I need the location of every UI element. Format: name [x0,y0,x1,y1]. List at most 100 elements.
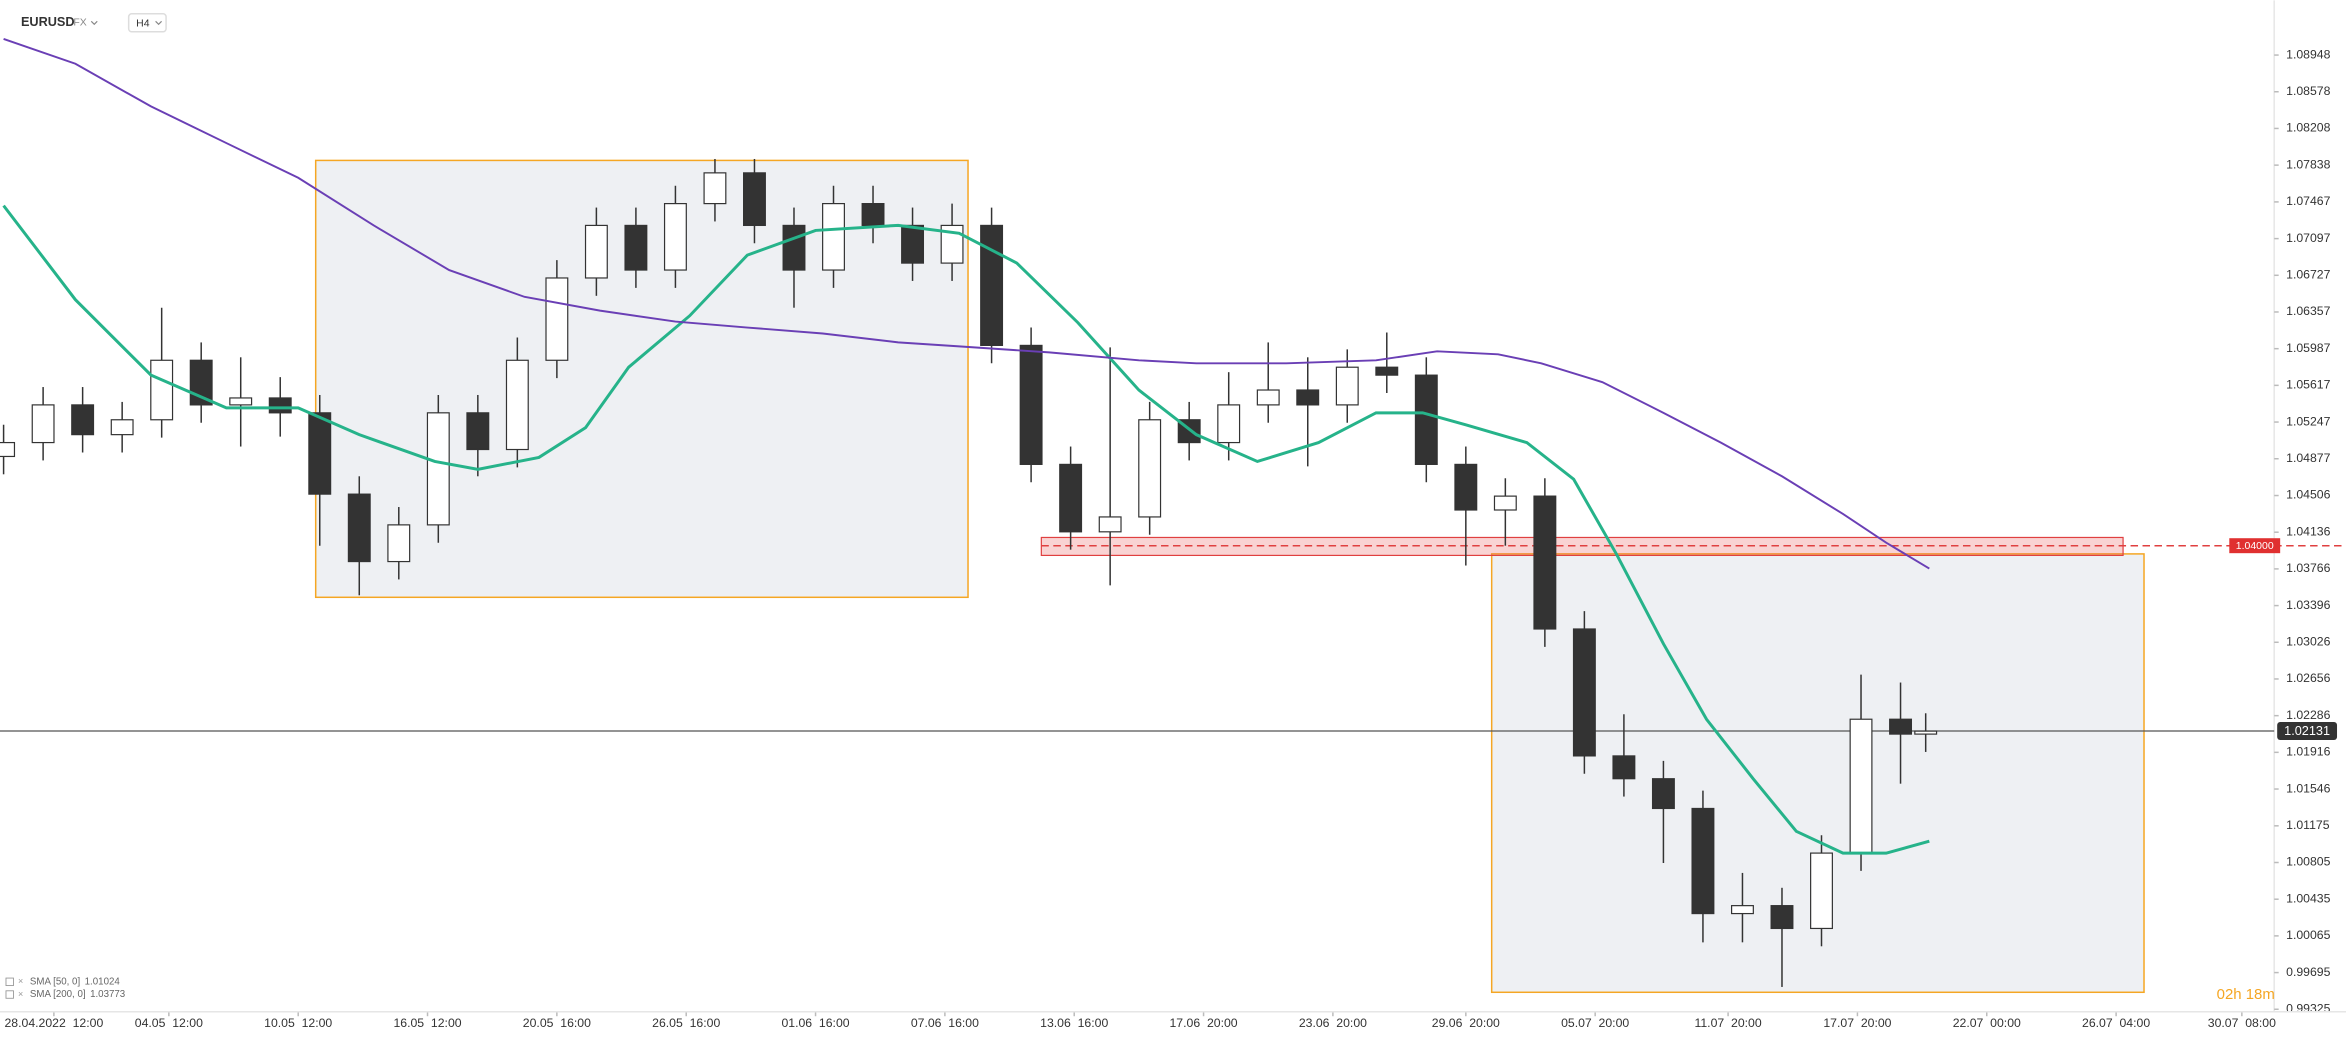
candle-body [1651,778,1675,810]
candle-body [466,412,490,451]
candle-body [110,419,134,436]
x-tick-label: 23.06 20:00 [1299,1016,1367,1030]
candle-body [663,203,687,271]
candle-body [1217,404,1241,444]
candle-body [1375,366,1399,376]
x-tick-label: 29.06 20:00 [1432,1016,1500,1030]
x-tick-label: 26.07 04:00 [2082,1016,2150,1030]
candle-body [1810,852,1833,930]
y-tick-label: 1.07097 [2286,231,2330,245]
candle-body [1296,389,1320,406]
candle-body [545,277,569,361]
y-tick-label: 1.04877 [2286,451,2330,465]
y-tick-label: 1.05617 [2286,378,2330,392]
drawings [314,159,2145,994]
y-tick-label: 1.01546 [2286,781,2330,795]
interval-box[interactable] [127,13,167,33]
y-tick-label: 1.04506 [2286,488,2330,502]
candle-body [1098,516,1122,533]
x-tick-label: 01.06 16:00 [781,1016,849,1030]
x-tick-label: 17.06 20:00 [1169,1016,1237,1030]
candle-body [1691,807,1715,915]
candle-body [584,224,608,279]
dropdown-icon[interactable] [90,20,98,26]
candle-body [703,172,727,205]
x-tick-label: 22.07 00:00 [1953,1016,2021,1030]
candle-body [426,412,450,526]
y-tick-label: 1.08948 [2286,47,2330,61]
candle-body [822,203,845,271]
candle-body [229,397,253,406]
y-tick-label: 1.00065 [2286,928,2330,942]
candle-body [71,404,95,436]
candle-body [268,397,292,414]
candle-body [387,524,411,563]
candle-body [1849,718,1873,854]
candle-body [1454,463,1478,511]
x-tick-label: 16.05 12:00 [393,1016,461,1030]
price-label: 1.02131 [2284,723,2330,738]
candle-body [0,441,16,458]
symbol[interactable]: EURUSD [21,14,75,29]
candle-body [1256,389,1280,406]
candle-body [1730,905,1754,915]
x-tick-label: 26.05 16:00 [652,1016,720,1030]
candle-body [1335,366,1359,406]
y-tick-label: 1.06727 [2286,268,2330,282]
x-tick-label: 30.07 08:00 [2208,1016,2276,1030]
dropdown-icon[interactable] [155,20,163,26]
x-tick-label: 05.07 20:00 [1561,1016,1629,1030]
candle-body [505,359,529,451]
x-tick-label: 28.04.2022 12:00 [4,1016,103,1030]
candle-body [940,224,964,264]
legend-icon-x: × [18,989,23,999]
candle-body [861,203,885,227]
y-tick-label: 1.00805 [2286,855,2330,869]
candle-body [308,412,332,495]
legend-icon [5,990,14,999]
candle-body [1612,755,1636,780]
y-tick-label: 0.99695 [2286,965,2330,979]
y-tick-label: 1.02286 [2286,708,2330,722]
y-tick-label: 1.01175 [2286,818,2330,832]
candle-body [1770,905,1794,930]
y-tick-label: 1.08578 [2286,84,2330,98]
candle-body [347,493,371,563]
y-tick-label: 1.07467 [2286,194,2330,208]
y-tick-label: 1.05247 [2286,414,2330,428]
interval[interactable]: H4 [136,18,150,29]
y-tick-label: 1.01916 [2286,745,2330,759]
candle-body [980,224,1004,346]
candle-body [1138,419,1162,518]
legend-icon-x: × [18,976,23,986]
candle-body [901,224,925,264]
level-label-box [2229,538,2281,554]
candle-body [150,359,174,421]
y-tick-label: 1.05987 [2286,341,2330,355]
candle-body [1572,628,1596,757]
candle-body [1914,730,1938,735]
sma-line [3,38,1930,570]
candle-body [1493,495,1517,511]
x-tick-label: 07.06 16:00 [911,1016,979,1030]
level-label: 1.04000 [2236,541,2274,552]
legend-name: SMA [200, 0] [30,989,86,1000]
legend-icon [5,977,14,987]
y-tick-label: 1.08208 [2286,121,2330,135]
y-tick-label: 1.03766 [2286,561,2330,575]
candle-body [1533,495,1557,630]
y-tick-label: 0.99325 [2286,1001,2330,1015]
x-tick-label: 11.07 20:00 [1694,1016,1761,1030]
x-tick-label: 17.07 20:00 [1823,1016,1891,1030]
candle-body [624,224,648,271]
countdown: 02h 18m [2217,986,2275,1003]
y-tick-label: 1.07838 [2286,157,2330,171]
candle-body [1414,374,1438,465]
y-tick-label: 1.02656 [2286,671,2330,685]
market: FX [73,18,86,29]
candle-body [1059,463,1083,533]
y-tick-label: 1.04136 [2286,524,2330,538]
candle-body [31,404,55,444]
candle-body [782,224,806,271]
